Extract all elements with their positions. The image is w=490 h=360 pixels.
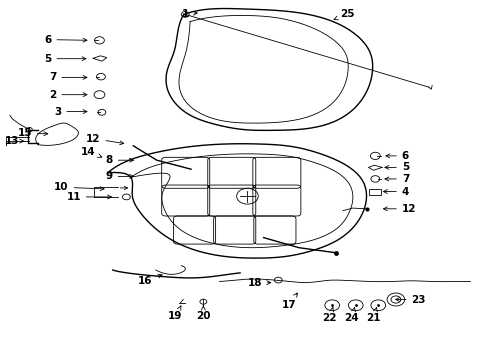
Text: 3: 3 [54, 107, 87, 117]
Text: 6: 6 [386, 151, 409, 161]
Text: 12: 12 [86, 134, 124, 145]
Text: 16: 16 [137, 274, 162, 286]
Text: 7: 7 [385, 174, 409, 184]
Text: 10: 10 [54, 182, 104, 192]
Text: 23: 23 [396, 294, 426, 305]
Text: 13: 13 [5, 136, 24, 146]
Text: 8: 8 [105, 155, 133, 165]
Text: 9: 9 [105, 171, 133, 181]
Circle shape [26, 127, 32, 132]
Text: 24: 24 [344, 307, 359, 323]
Text: 2: 2 [49, 90, 87, 100]
Text: 5: 5 [385, 162, 409, 172]
Text: 12: 12 [384, 204, 416, 214]
Text: 11: 11 [66, 192, 111, 202]
Text: 19: 19 [168, 306, 183, 321]
Text: 21: 21 [366, 307, 381, 323]
Text: 7: 7 [49, 72, 87, 82]
Text: 22: 22 [322, 307, 337, 323]
Text: 1: 1 [181, 9, 197, 19]
Text: 20: 20 [196, 306, 211, 321]
Text: 15: 15 [17, 128, 48, 138]
Text: 17: 17 [282, 293, 297, 310]
Text: 6: 6 [44, 35, 87, 45]
Text: 18: 18 [247, 278, 270, 288]
Text: 5: 5 [44, 54, 86, 64]
Text: 14: 14 [81, 147, 102, 158]
Circle shape [181, 12, 189, 17]
Text: 4: 4 [384, 186, 409, 197]
Text: 25: 25 [334, 9, 355, 20]
